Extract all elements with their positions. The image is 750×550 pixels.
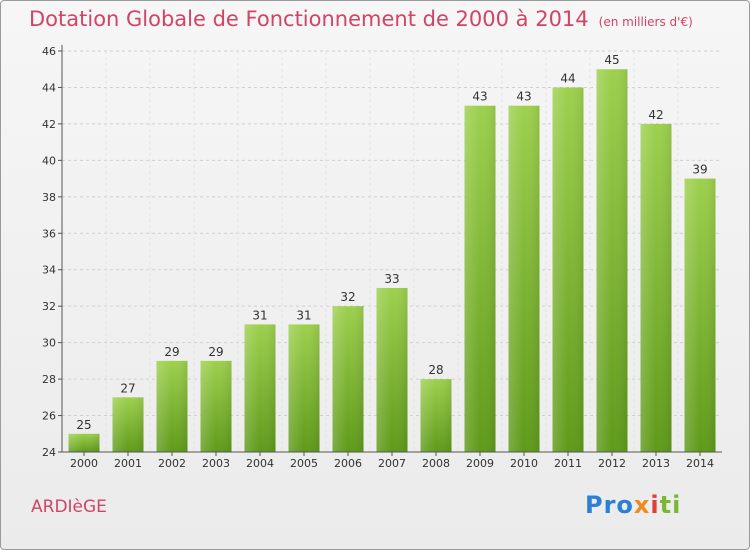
logo-part-1: Pro [585,491,634,519]
x-tick-label: 2008 [422,457,450,470]
y-tick-label: 40 [42,154,56,167]
logo-part-2: x [633,491,651,519]
x-tick-label: 2005 [290,457,318,470]
x-tick-label: 2000 [70,457,98,470]
x-tick-label: 2006 [334,457,362,470]
logo-part-4: ti [659,491,682,519]
bar-value-label: 31 [252,308,267,322]
unit-text: (en milliers d'€) [598,15,693,29]
bar-shine [376,287,408,452]
bar-value-label: 31 [296,308,311,322]
bar-value-label: 29 [208,345,223,359]
bar-value-label: 44 [560,71,575,85]
x-tick-label: 2014 [686,457,714,470]
bars [68,69,716,453]
bar-shine [244,324,276,452]
x-tick-label: 2002 [158,457,186,470]
bar-shine [684,178,716,452]
bar-shine [68,433,100,452]
bar-value-label: 42 [648,108,663,122]
proxiti-logo: Proxiti [585,491,681,519]
x-tick-label: 2010 [510,457,538,470]
x-tick-label: 2011 [554,457,582,470]
y-tick-label: 26 [42,410,56,423]
bar-value-label: 43 [472,90,487,104]
bar-value-label: 29 [164,345,179,359]
y-tick-label: 44 [42,81,56,94]
chart-title: Dotation Globale de Fonctionnement de 20… [29,7,693,31]
title-text: Dotation Globale de Fonctionnement de 20… [29,7,589,31]
y-tick-label: 32 [42,300,56,313]
x-tick-label: 2003 [202,457,230,470]
x-tick-label: 2004 [246,457,274,470]
x-tick-label: 2009 [466,457,494,470]
y-tick-label: 46 [42,45,56,58]
bar-shine [640,123,672,452]
commune-name: ARDIèGE [31,497,107,517]
bar-shine [112,397,144,452]
bar-value-label: 33 [384,272,399,286]
bar-shine [200,360,232,452]
x-tick-label: 2013 [642,457,670,470]
bar-value-label: 27 [120,381,135,395]
y-tick-label: 38 [42,191,56,204]
bar-shine [156,360,188,452]
bar-value-label: 32 [340,290,355,304]
x-tick-label: 2012 [598,457,626,470]
bar-shine [420,379,452,452]
bar-value-label: 45 [604,53,619,67]
bar-value-label: 28 [428,363,443,377]
bar-value-label: 39 [692,163,707,177]
bar-shine [464,105,496,452]
x-tick-label: 2007 [378,457,406,470]
y-tick-label: 24 [42,446,56,459]
y-tick-label: 34 [42,264,56,277]
bar-shine [596,69,628,453]
y-tick-label: 28 [42,373,56,386]
bar-shine [288,324,320,452]
y-tick-label: 36 [42,227,56,240]
labels: 24 26 28 30 32 34 36 38 40 42 44 46 25 2000 27 2001 29 20… [42,45,714,470]
logo-part-3: i [650,491,660,519]
x-tick-label: 2001 [114,457,142,470]
bar-shine [552,87,584,453]
bar-value-label: 25 [76,418,91,432]
bar-shine [332,306,364,452]
bar-shine [508,105,540,452]
axes [58,45,722,456]
bar-value-label: 43 [516,90,531,104]
y-tick-label: 30 [42,337,56,350]
y-tick-label: 42 [42,118,56,131]
